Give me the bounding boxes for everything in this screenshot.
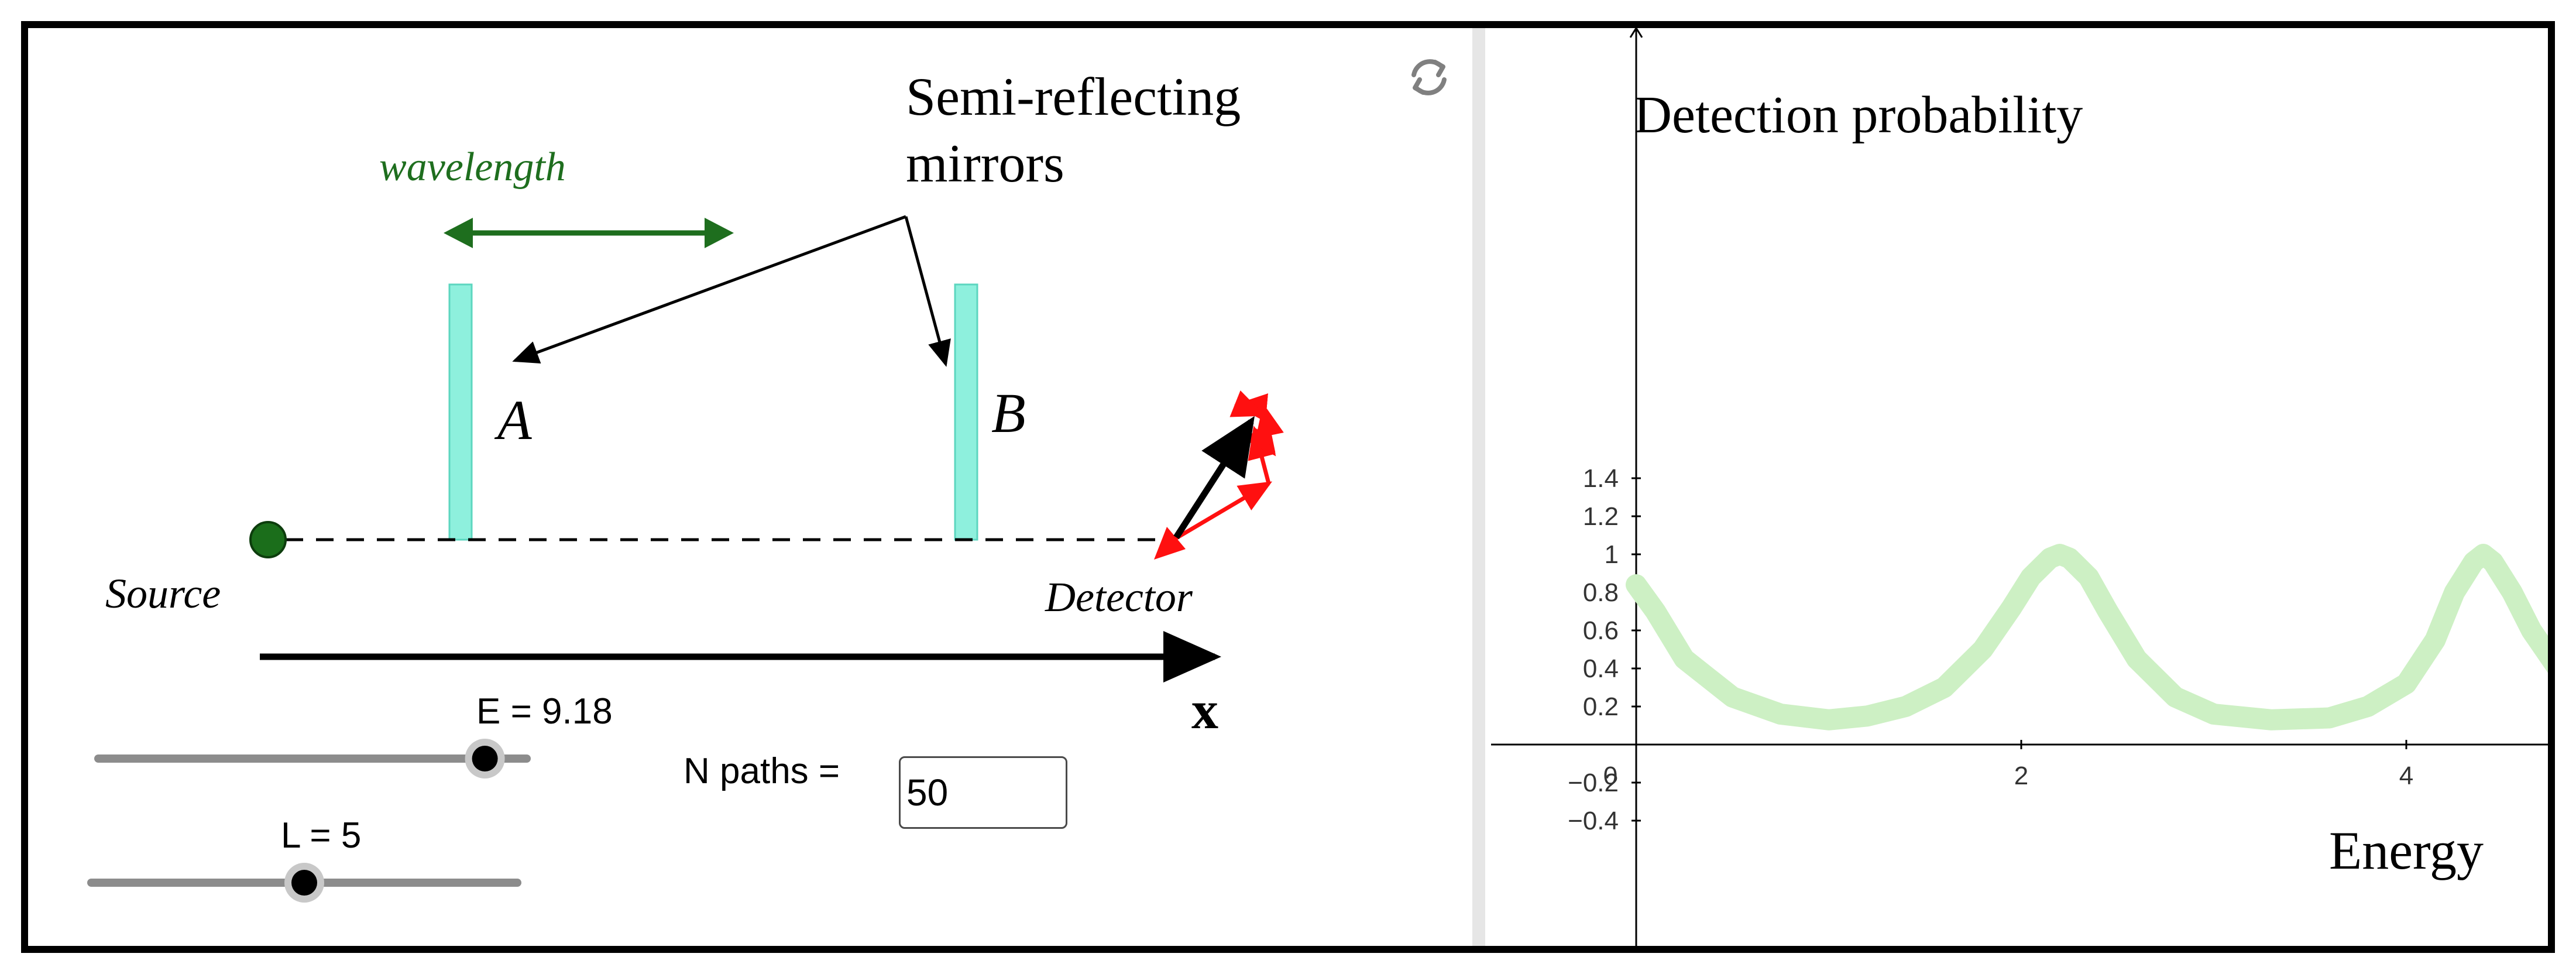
y-tick-label: 1.2 bbox=[1583, 502, 1619, 531]
y-tick-label: 0.2 bbox=[1583, 692, 1619, 721]
annotation-text-2: mirrors bbox=[906, 133, 1064, 193]
length-slider-handle[interactable] bbox=[284, 863, 324, 903]
source-label: Source bbox=[105, 570, 221, 617]
x-tick-label: 4 bbox=[2399, 762, 2413, 790]
y-tick-label: 0.6 bbox=[1583, 616, 1619, 645]
panel-divider bbox=[1472, 28, 1485, 946]
y-tick-label: 0.4 bbox=[1583, 654, 1619, 683]
y-axis-arrowhead bbox=[1629, 28, 1643, 38]
x-tick-label: 0 bbox=[1603, 762, 1617, 790]
y-tick-label: 1 bbox=[1605, 540, 1619, 569]
source-point[interactable] bbox=[249, 521, 287, 558]
y-tick-label: −0.2 bbox=[1568, 769, 1619, 797]
x-tick-label: 2 bbox=[2014, 762, 2028, 790]
npaths-input[interactable] bbox=[899, 756, 1067, 829]
refresh-icon[interactable] bbox=[1411, 59, 1447, 95]
mirror-b bbox=[954, 283, 978, 541]
length-slider-label: L = 5 bbox=[281, 815, 361, 856]
wavelength-arrow bbox=[444, 218, 734, 248]
detector-label: Detector bbox=[1045, 574, 1193, 620]
simulation-panel: Semi-reflecting mirrors wavelength A B S… bbox=[87, 28, 1485, 946]
energy-slider-handle[interactable] bbox=[465, 739, 505, 778]
annotation-text: Semi-reflecting bbox=[906, 67, 1241, 126]
npaths-label: N paths = bbox=[684, 751, 840, 791]
y-tick-label: −0.4 bbox=[1568, 807, 1619, 835]
pointer-arrow-b bbox=[904, 216, 951, 367]
mirror-b-label: B bbox=[991, 382, 1026, 444]
probability-curve-line bbox=[1626, 544, 2548, 730]
chart-axes: 024681.41.210.80.60.40.2−0.2−0.4 bbox=[1491, 28, 2548, 946]
probability-curve bbox=[1626, 544, 2548, 730]
detector-point bbox=[1154, 527, 1186, 560]
pointer-arrow-a bbox=[512, 215, 906, 363]
wavelength-label: wavelength bbox=[379, 145, 566, 190]
energy-slider-label: E = 9.18 bbox=[476, 691, 613, 732]
chart-xlabel: Energy bbox=[2329, 821, 2484, 880]
mirror-a-label: A bbox=[494, 389, 532, 451]
x-axis-label: x bbox=[1191, 680, 1218, 740]
probability-chart: 024681.41.210.80.60.40.2−0.2−0.4 Detecti… bbox=[1491, 28, 2548, 946]
chart-title: Detection probability bbox=[1634, 86, 2083, 144]
y-tick-label: 0.8 bbox=[1583, 578, 1619, 607]
mirror-a bbox=[448, 283, 473, 541]
resultant-arrow bbox=[1173, 416, 1255, 539]
phasor-arrows bbox=[1170, 390, 1284, 543]
applet-frame: Semi-reflecting mirrors wavelength A B S… bbox=[21, 21, 2555, 953]
y-tick-label: 1.4 bbox=[1583, 464, 1619, 493]
